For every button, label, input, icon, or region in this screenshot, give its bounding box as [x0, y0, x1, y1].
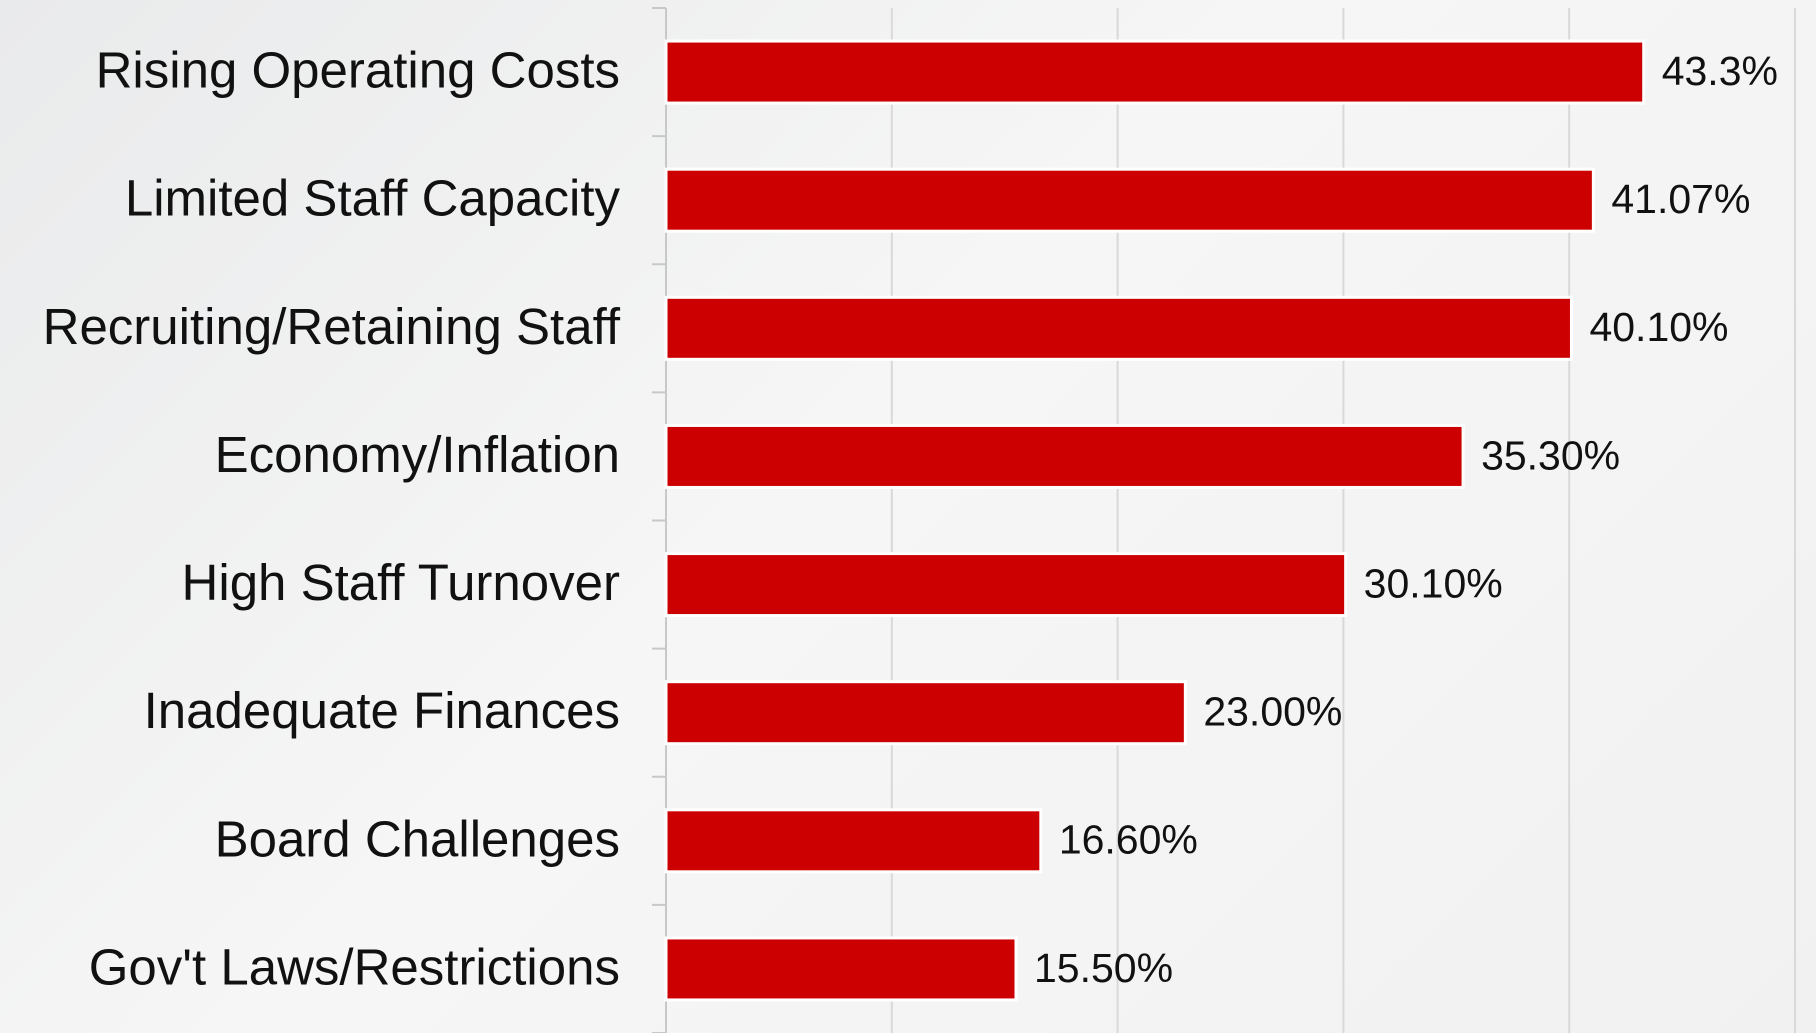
- bar: [664, 39, 1646, 105]
- y-tick-label: Limited Staff Capacity: [125, 170, 621, 227]
- bar: [664, 423, 1465, 489]
- value-label: 23.00%: [1203, 689, 1342, 735]
- y-tick-label: Rising Operating Costs: [96, 42, 620, 99]
- bar: [664, 808, 1043, 874]
- value-label: 35.30%: [1481, 432, 1620, 478]
- bar: [664, 936, 1018, 1002]
- bar: [664, 680, 1187, 746]
- y-tick-label: High Staff Turnover: [182, 554, 620, 611]
- y-tick-label: Economy/Inflation: [215, 426, 620, 483]
- value-label: 16.60%: [1059, 817, 1198, 863]
- y-tick-label: Inadequate Finances: [144, 682, 620, 739]
- value-label: 40.10%: [1589, 304, 1728, 350]
- bar: [664, 552, 1348, 618]
- value-label: 43.3%: [1662, 48, 1778, 94]
- value-label: 15.50%: [1034, 945, 1173, 991]
- y-tick-label: Board Challenges: [215, 810, 620, 867]
- value-label: 41.07%: [1611, 176, 1750, 222]
- y-tick-label: Recruiting/Retaining Staff: [43, 298, 621, 355]
- bar: [664, 167, 1595, 233]
- bar: [664, 295, 1573, 361]
- y-tick-label: Gov't Laws/Restrictions: [89, 938, 620, 995]
- value-label: 30.10%: [1364, 560, 1503, 606]
